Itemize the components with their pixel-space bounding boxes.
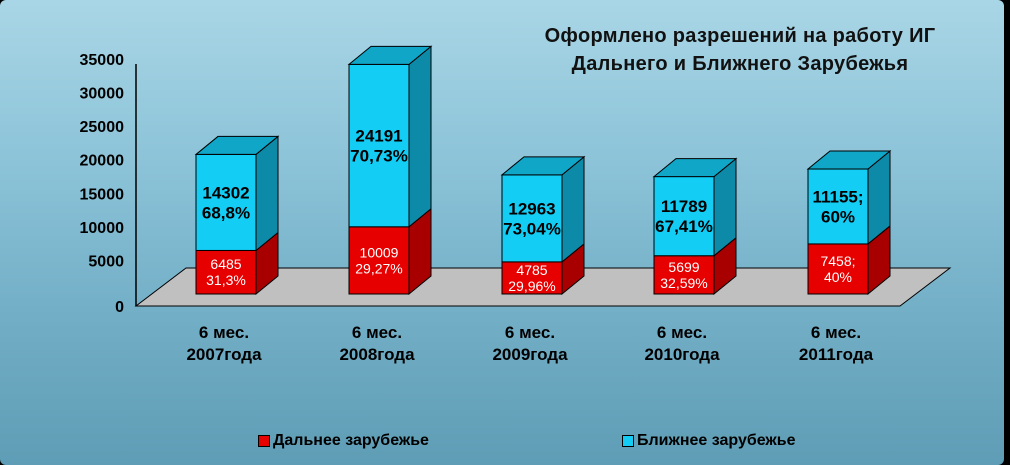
data-label: 12963 [508, 199, 555, 218]
data-label: 70,73% [350, 147, 408, 166]
x-tick-label: 6 мес. [657, 323, 707, 342]
data-label: 29,27% [355, 260, 402, 276]
legend-item-far: Дальнее зарубежье [258, 432, 429, 450]
data-label: 6485 [210, 256, 241, 272]
y-tick-label: 20000 [80, 153, 125, 170]
x-tick-label: 2008года [339, 345, 415, 364]
x-tick-label: 2011года [799, 345, 874, 364]
x-tick-label: 6 мес. [505, 323, 555, 342]
y-tick-label: 10000 [80, 220, 125, 237]
legend-label-near: Ближнее зарубежье [637, 432, 796, 449]
bar-top [194, 135, 280, 155]
data-label: 60% [821, 207, 855, 226]
chart-title-line-1: Оформлено разрешений на работу ИГ [544, 25, 936, 47]
legend-label-far: Дальнее зарубежье [273, 432, 429, 449]
bar-top [652, 158, 738, 178]
y-tick-label: 0 [115, 299, 124, 316]
x-tick-label: 6 мес. [199, 323, 249, 342]
data-label: 31,3% [206, 272, 246, 288]
x-tick-label: 2007года [186, 345, 262, 364]
bar-top [500, 156, 586, 176]
bar-top [347, 45, 433, 65]
bar-segment-front [348, 226, 410, 295]
bar-segment-side [255, 135, 279, 252]
data-label: 40% [824, 269, 852, 285]
y-tick-label: 35000 [80, 52, 125, 69]
data-label: 11789 [661, 197, 707, 216]
y-tick-label: 30000 [80, 86, 125, 103]
y-tick-label: 15000 [80, 186, 125, 203]
data-label: 7458; [820, 253, 855, 269]
data-label: 10009 [360, 244, 399, 260]
bar-segment-front [195, 249, 257, 295]
chart-title-line-2: Дальнего и Ближнего Зарубежья [571, 53, 909, 75]
y-tick-label: 5000 [88, 253, 124, 270]
legend-swatch-far [258, 435, 270, 447]
y-tick-label: 25000 [80, 119, 125, 136]
data-label: 32,59% [660, 275, 707, 291]
data-label: 24191 [355, 127, 402, 146]
bar-segment-front [501, 261, 563, 295]
data-label: 11155; [812, 187, 863, 206]
legend-swatch-near [622, 435, 634, 447]
data-label: 5699 [668, 259, 699, 275]
bar-segment-side [408, 45, 432, 228]
data-label: 14302 [202, 183, 249, 202]
x-tick-label: 6 мес. [811, 323, 861, 342]
bar-segment-front [653, 176, 715, 257]
bar-segment-front [348, 63, 410, 228]
data-label: 29,96% [508, 278, 555, 294]
data-label: 4785 [516, 262, 547, 278]
data-label: 67,41% [655, 217, 713, 236]
chart-title: Оформлено разрешений на работу ИГ Дальне… [500, 22, 980, 78]
x-tick-label: 6 мес. [352, 323, 402, 342]
bar-top [806, 150, 892, 170]
x-tick-label: 2010года [644, 345, 720, 364]
legend-item-near: Ближнее зарубежье [622, 432, 796, 450]
x-tick-label: 2009года [492, 345, 568, 364]
bar-segment-front [195, 153, 257, 251]
bar-segment-front [501, 174, 563, 263]
data-label: 68,8% [202, 203, 250, 222]
data-label: 73,04% [503, 219, 561, 238]
